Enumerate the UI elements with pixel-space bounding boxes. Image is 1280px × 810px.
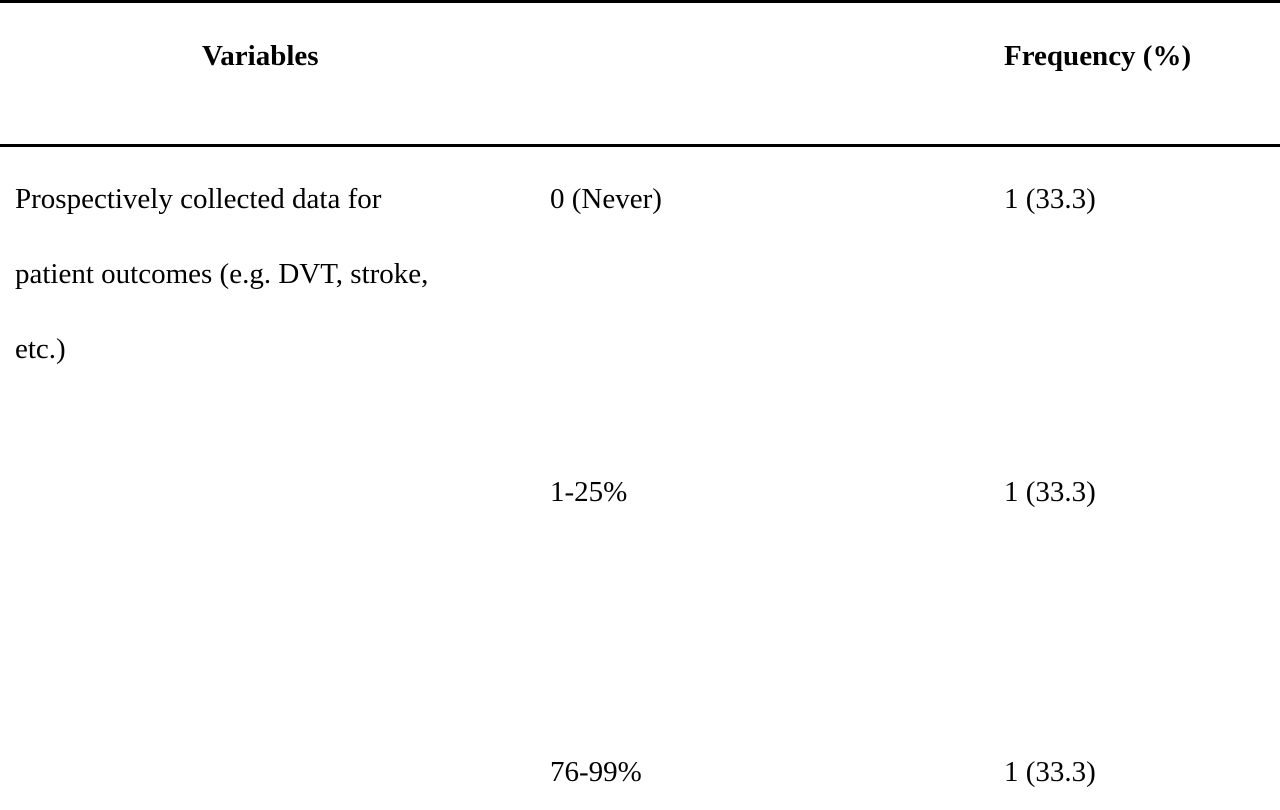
variable-label: Prospectively collected data for patient… [15,162,515,387]
category-cell: 0 (Never) [550,183,662,215]
header-frequency: Frequency (%) [1004,40,1192,72]
table-top-rule [0,0,1280,3]
variable-label-line: patient outcomes (e.g. DVT, stroke, [15,258,429,290]
frequency-cell: 1 (33.3) [1004,756,1096,788]
header-variables: Variables [202,40,319,72]
variable-label-line: etc.) [15,333,66,365]
variable-label-line: Prospectively collected data for [15,183,382,215]
category-cell: 1-25% [550,476,628,508]
category-cell: 76-99% [550,756,642,788]
header-bottom-rule [0,144,1280,147]
frequency-cell: 1 (33.3) [1004,183,1096,215]
frequency-cell: 1 (33.3) [1004,476,1096,508]
